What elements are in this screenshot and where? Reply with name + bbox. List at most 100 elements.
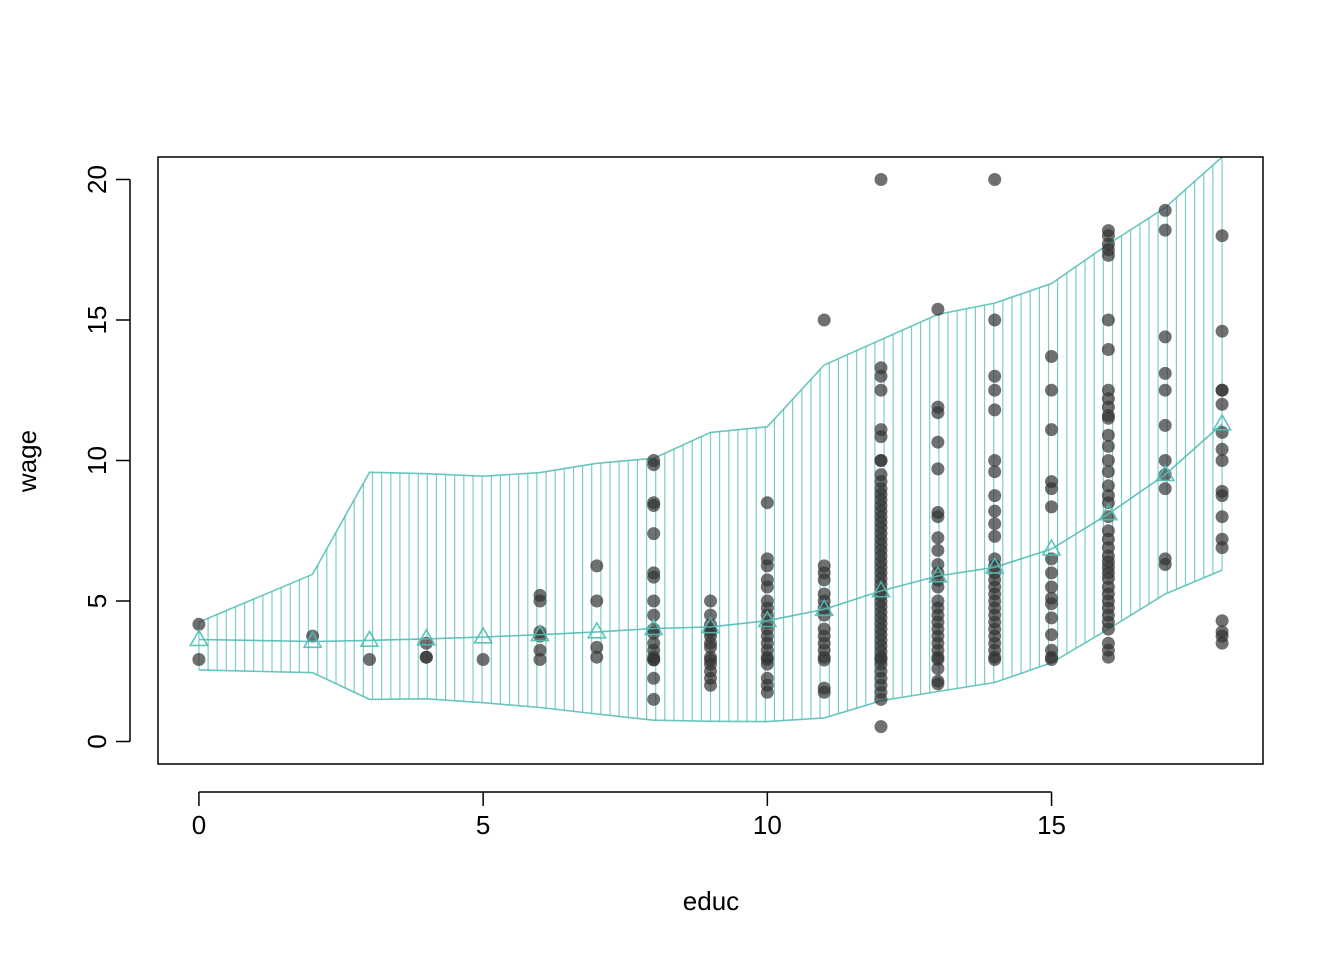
mean-marker — [871, 580, 891, 598]
mean-marker — [1041, 538, 1062, 556]
data-point — [1101, 650, 1115, 664]
data-point — [704, 678, 717, 692]
data-point — [931, 677, 945, 691]
data-point — [1045, 482, 1058, 496]
data-point — [931, 653, 945, 666]
data-point — [931, 580, 945, 594]
y-tick-label: 0 — [82, 734, 112, 748]
data-point — [1158, 203, 1172, 217]
data-point — [931, 302, 945, 316]
mean-marker — [416, 628, 437, 646]
data-point — [647, 458, 661, 472]
data-point — [1215, 636, 1229, 650]
data-point — [931, 406, 945, 420]
data-point — [647, 692, 661, 706]
mean-marker — [473, 626, 494, 644]
data-point — [988, 489, 1002, 503]
data-point — [988, 504, 1002, 518]
data-point — [1045, 611, 1058, 625]
data-point — [476, 653, 490, 666]
mean-marker — [530, 624, 550, 642]
data-point — [704, 594, 717, 608]
data-point — [1045, 350, 1058, 363]
data-point — [1215, 614, 1229, 628]
data-point — [647, 594, 661, 608]
data-point — [817, 685, 831, 699]
plot-frame — [157, 156, 1264, 765]
data-point — [931, 543, 945, 557]
data-point — [817, 313, 831, 327]
data-point — [874, 369, 888, 383]
data-point — [647, 653, 661, 667]
data-point — [1215, 510, 1229, 524]
data-point — [1045, 500, 1058, 514]
data-point — [533, 653, 547, 666]
data-point — [988, 313, 1002, 327]
mean-marker — [757, 610, 778, 628]
mean-marker — [359, 629, 380, 648]
data-point — [647, 570, 661, 584]
data-point — [1101, 622, 1115, 636]
x-tick-label: 15 — [1037, 810, 1066, 840]
data-point — [590, 559, 604, 573]
data-point — [1101, 428, 1115, 442]
data-point — [988, 403, 1002, 417]
y-tick-label: 20 — [82, 165, 112, 194]
data-point — [1101, 465, 1115, 479]
data-point — [363, 653, 376, 666]
y-tick-label: 5 — [82, 594, 112, 608]
data-point — [874, 454, 888, 467]
data-point — [419, 650, 433, 664]
points-layer — [192, 173, 1229, 734]
data-point — [988, 465, 1002, 479]
data-point — [1045, 580, 1058, 594]
y-axis-label: wage — [12, 430, 42, 493]
data-point — [874, 720, 888, 734]
y-tick-label: 15 — [82, 306, 112, 335]
data-point — [1101, 479, 1115, 493]
data-point — [1215, 442, 1229, 456]
data-point — [760, 685, 774, 699]
data-point — [1101, 439, 1115, 453]
data-point — [1158, 383, 1172, 397]
band-lower-line — [198, 569, 1223, 723]
data-point — [931, 510, 945, 524]
data-point — [1215, 324, 1229, 338]
data-point — [590, 650, 604, 664]
x-tick-label: 0 — [192, 810, 206, 840]
data-point — [931, 462, 945, 476]
data-point — [931, 662, 945, 675]
data-point — [1101, 313, 1115, 327]
mean-marker — [643, 617, 664, 636]
x-tick-label: 5 — [476, 810, 490, 840]
data-point — [1101, 454, 1115, 467]
data-point — [874, 383, 888, 397]
data-point — [988, 369, 1002, 383]
data-point — [1215, 229, 1229, 243]
data-point — [1158, 223, 1172, 237]
data-point — [1045, 653, 1058, 666]
data-point — [988, 173, 1002, 186]
data-point — [192, 617, 206, 631]
data-point — [931, 435, 945, 449]
mean-marker — [927, 565, 948, 583]
data-point — [874, 430, 888, 444]
mean-marker — [1098, 503, 1119, 521]
data-point — [192, 653, 206, 666]
data-point — [590, 594, 604, 608]
mean-marker — [1155, 464, 1176, 482]
x-tick-label: 10 — [753, 810, 782, 840]
data-point — [1045, 566, 1058, 580]
x-axis-label: educ — [683, 886, 739, 916]
data-point — [931, 531, 945, 545]
mean-marker — [700, 616, 721, 634]
data-point — [1158, 330, 1172, 344]
data-point — [1158, 558, 1172, 571]
data-point — [988, 383, 1002, 397]
data-point — [988, 653, 1002, 666]
data-point — [590, 640, 604, 654]
data-point — [874, 173, 888, 186]
data-point — [1101, 496, 1115, 510]
